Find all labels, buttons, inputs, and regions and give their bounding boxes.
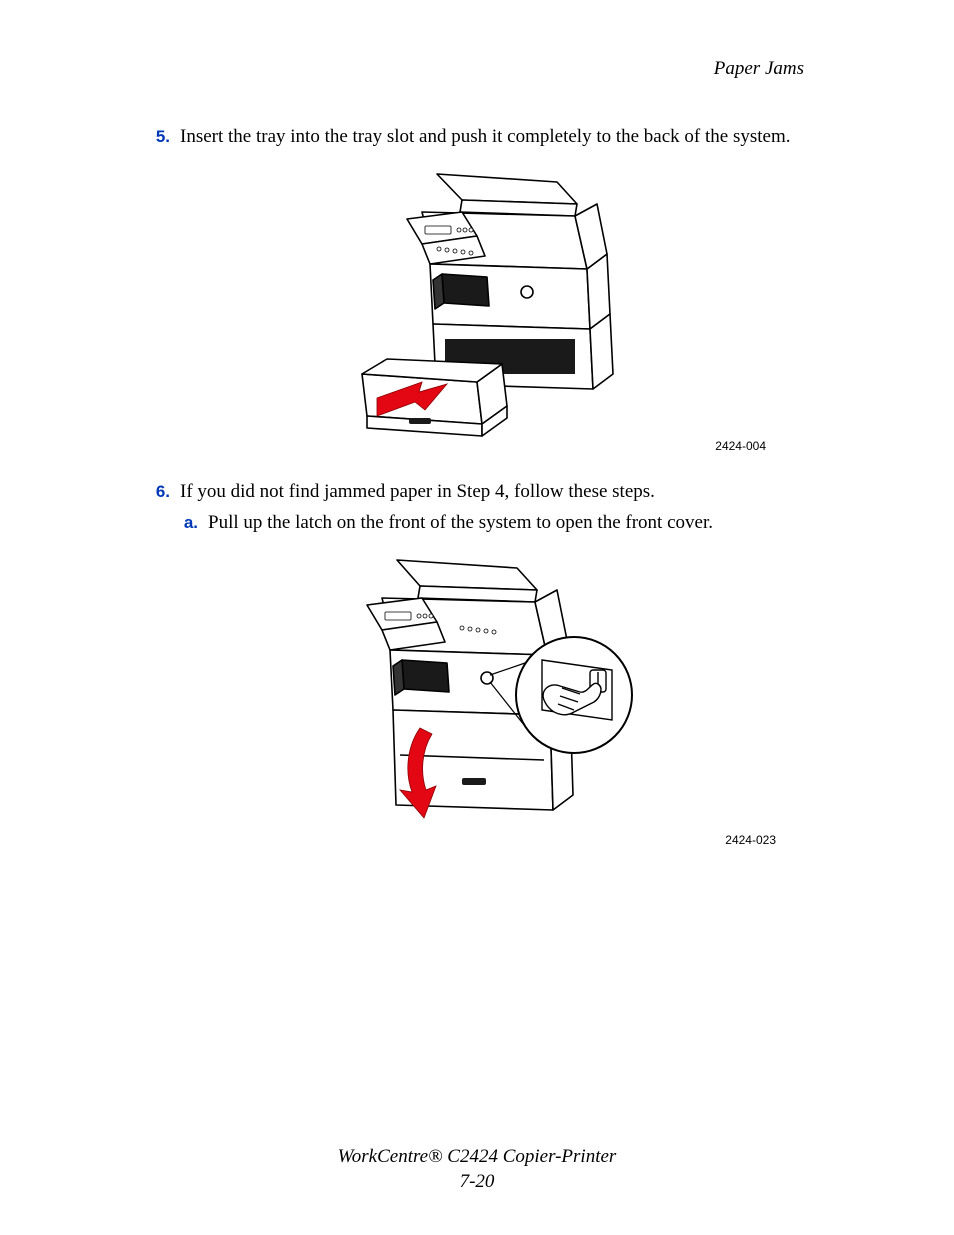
substep-number: a. [150,513,208,533]
step-6a: a. Pull up the latch on the front of the… [150,510,804,536]
footer-product: WorkCentre® C2424 Copier-Printer [0,1144,954,1170]
header-title: Paper Jams [714,58,804,79]
figure-1: 2424-004 [150,164,804,459]
step-6: 6. If you did not find jammed paper in S… [150,479,804,505]
footer-pagenum: 7-20 [0,1169,954,1195]
step-text: Insert the tray into the tray slot and p… [180,124,791,150]
figure-2: 2424-023 [150,550,804,855]
figure-caption: 2424-004 [715,439,766,453]
step-text: If you did not find jammed paper in Step… [180,479,655,505]
printer-tray-illustration [327,164,627,454]
page-footer: WorkCentre® C2424 Copier-Printer 7-20 [0,1144,954,1195]
step-number: 6. [150,482,180,502]
step-5: 5. Insert the tray into the tray slot an… [150,124,804,150]
printer-latch-illustration [312,550,642,850]
page-header: Paper Jams [150,58,804,80]
page: Paper Jams 5. Insert the tray into the t… [0,0,954,1235]
step-number: 5. [150,127,180,147]
figure-caption: 2424-023 [725,833,776,847]
substep-text: Pull up the latch on the front of the sy… [208,510,713,536]
